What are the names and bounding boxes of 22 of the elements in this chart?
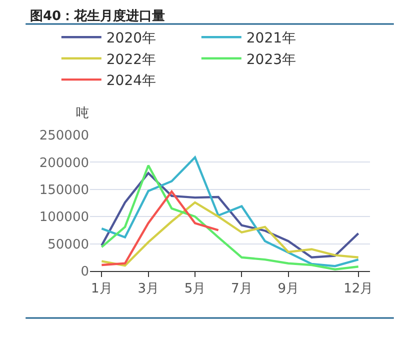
x-tick-label: 3月 — [138, 282, 159, 297]
legend-label: 2023年 — [246, 52, 296, 68]
y-axis-title: 吨 — [76, 106, 89, 121]
x-tick-label: 12月 — [344, 282, 374, 297]
line-series — [100, 201, 360, 267]
x-tick-label: 9月 — [278, 282, 299, 297]
y-tick-label: 250000 — [39, 128, 89, 144]
x-tick-label: 1月 — [91, 282, 112, 297]
legend-label: 2021年 — [246, 30, 296, 47]
y-tick-label: 200000 — [39, 156, 89, 171]
line-series — [100, 190, 220, 266]
legend-label: 2022年 — [106, 52, 156, 68]
y-tick-label: 0 — [80, 264, 89, 280]
legend-label: 2024年 — [106, 73, 156, 90]
x-tick-label: 7月 — [231, 282, 252, 297]
chart-title: 图40：花生月度进口量 — [30, 8, 166, 24]
y-tick-label: 100000 — [39, 210, 89, 226]
legend-label: 2020年 — [106, 30, 156, 47]
x-tick-label: 5月 — [184, 282, 206, 297]
y-tick-label: 50000 — [48, 237, 89, 252]
line-series — [100, 172, 360, 258]
y-tick-label: 150000 — [39, 182, 89, 198]
